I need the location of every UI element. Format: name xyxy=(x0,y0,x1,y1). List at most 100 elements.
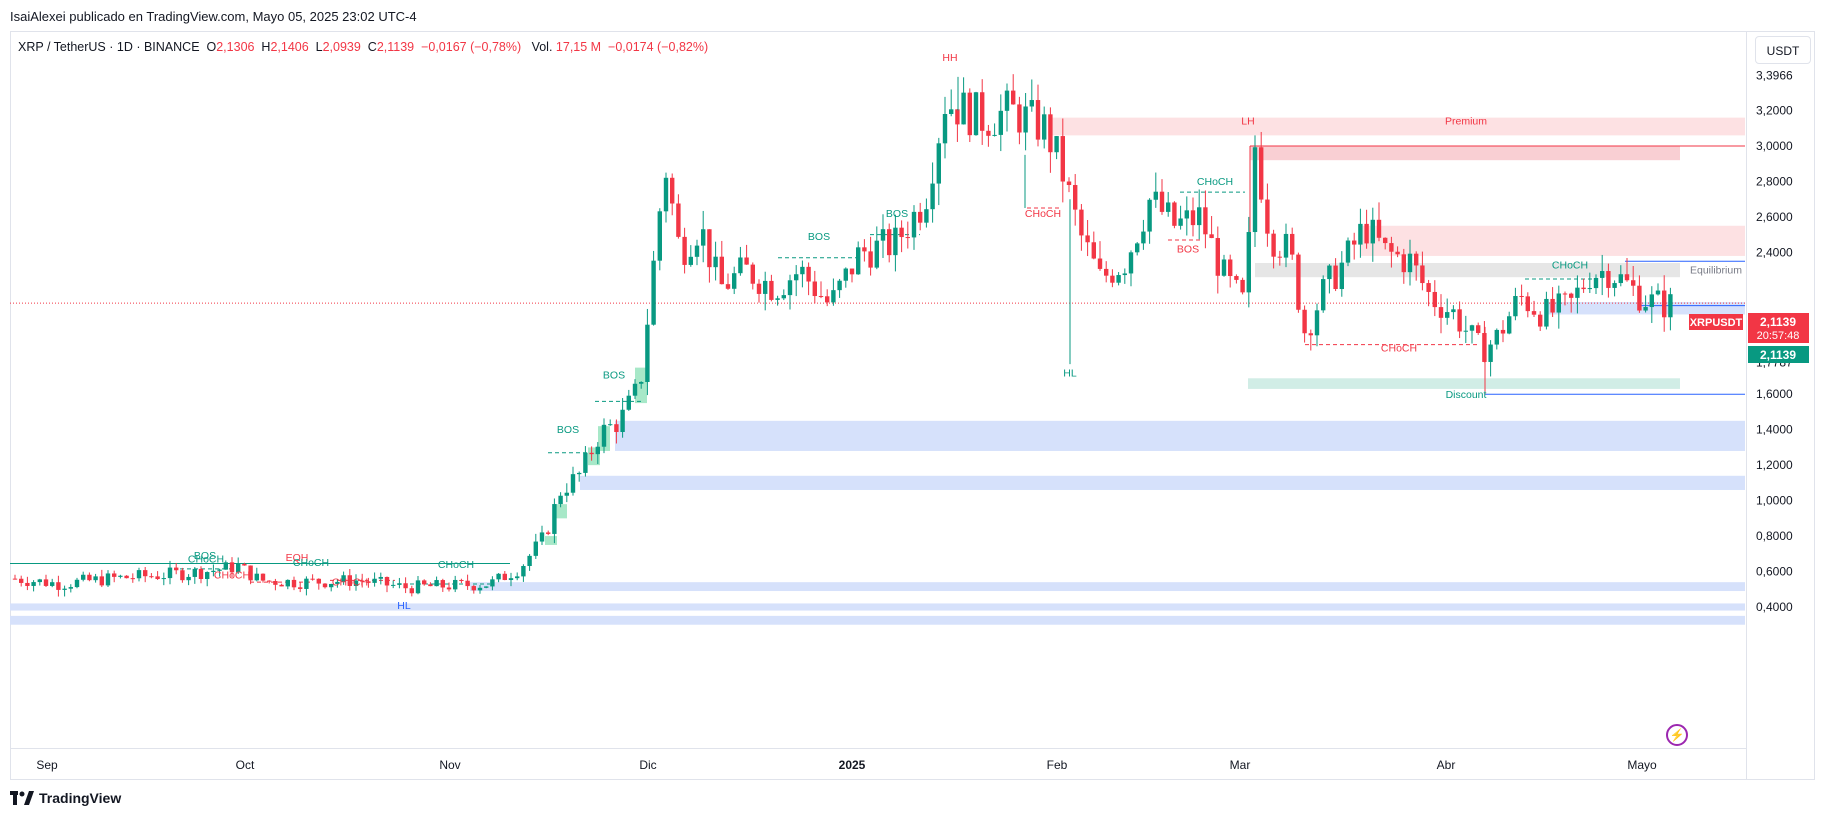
candle-body xyxy=(1482,333,1487,362)
candle-body xyxy=(1104,268,1109,276)
candle-body xyxy=(1339,262,1344,290)
annotation-labels: HH LH HL HL Premium Discount Equilibrium… xyxy=(188,52,1742,612)
time-tick: Nov xyxy=(439,758,460,772)
candle-body xyxy=(1029,100,1034,107)
candle-body xyxy=(663,177,669,212)
candle-body xyxy=(434,580,439,587)
candle-body xyxy=(37,579,42,583)
candle-body xyxy=(1668,294,1673,318)
candle-body xyxy=(713,256,718,268)
price-tick: 2,4000 xyxy=(1756,245,1793,259)
candle-body xyxy=(490,579,495,587)
candle-body xyxy=(477,587,483,591)
candle-body xyxy=(1166,202,1171,212)
candle-body xyxy=(267,580,272,582)
symbol-label[interactable]: XRP / TetherUS · 1D · BINANCE xyxy=(18,40,200,54)
candle-body xyxy=(1209,234,1214,239)
candle-body xyxy=(936,143,941,184)
candle-body xyxy=(769,280,774,300)
candle-body xyxy=(1420,265,1425,284)
lh-label: LH xyxy=(1241,116,1254,128)
countdown-badge: 20:57:48 xyxy=(1757,330,1800,342)
candle-body xyxy=(502,573,507,581)
candle-body xyxy=(149,576,154,578)
candle-body xyxy=(279,584,284,587)
low-label: L xyxy=(315,40,323,54)
candle-body xyxy=(781,295,786,299)
candle-body xyxy=(409,588,414,594)
candle-body xyxy=(12,578,18,580)
price-tick: 1,6000 xyxy=(1756,387,1793,401)
lightning-icon[interactable]: ⚡ xyxy=(1666,724,1688,746)
price-tick: 3,3966 xyxy=(1756,69,1793,83)
candle-body xyxy=(1494,329,1499,345)
candles-layer xyxy=(12,74,1673,597)
candle-body xyxy=(961,92,966,125)
candle-body xyxy=(1445,312,1450,318)
candle-body xyxy=(87,574,92,581)
candle-body xyxy=(942,114,948,144)
candle-body xyxy=(50,582,55,586)
candle-body xyxy=(1606,271,1611,288)
candle-body xyxy=(136,570,142,579)
change-value: −0,0167 (−0,78%) xyxy=(421,40,522,54)
tradingview-logo[interactable]: TradingView xyxy=(10,790,121,806)
demand-zone-3 xyxy=(470,582,1745,592)
candle-body xyxy=(1122,273,1127,276)
time-tick: Feb xyxy=(1047,758,1068,772)
candle-body xyxy=(539,532,545,542)
candle-body xyxy=(1643,307,1648,311)
candle-body xyxy=(552,504,557,534)
candle-body xyxy=(794,274,799,281)
candle-body xyxy=(192,568,197,577)
candle-body xyxy=(1624,274,1630,281)
candle-body xyxy=(1513,296,1518,317)
candle-body xyxy=(298,587,303,589)
candle-body xyxy=(1004,90,1010,111)
candle-body xyxy=(161,578,166,580)
candle-body xyxy=(25,582,30,586)
candle-body xyxy=(1271,233,1276,257)
candle-body xyxy=(1042,114,1047,140)
candle-body xyxy=(403,583,408,589)
candle-body xyxy=(180,570,185,581)
candle-body xyxy=(415,580,421,594)
candle-body xyxy=(1352,240,1357,245)
candle-body xyxy=(862,247,867,252)
candle-body xyxy=(1221,259,1227,276)
candle-body xyxy=(391,584,396,586)
candle-body xyxy=(1190,210,1196,226)
candle-body xyxy=(1135,243,1140,253)
candle-body xyxy=(81,574,86,580)
candle-body xyxy=(1035,100,1041,140)
candle-body xyxy=(868,251,873,268)
candle-body xyxy=(1581,287,1586,290)
price-tick: 1,4000 xyxy=(1756,423,1793,437)
candle-body xyxy=(1128,252,1134,274)
price-badge-2: 2,1139 xyxy=(1760,348,1796,362)
candle-body xyxy=(1637,285,1642,311)
candle-body xyxy=(527,555,532,566)
candle-body xyxy=(316,578,321,584)
candle-body xyxy=(930,183,935,210)
time-axis[interactable]: Sep Oct Nov Dic 2025 Feb Mar Abr Mayo xyxy=(36,758,1657,772)
choch-label: CHoCH xyxy=(1381,343,1417,355)
candle-body xyxy=(1172,202,1177,226)
candle-body xyxy=(657,211,662,261)
candle-body xyxy=(1662,290,1667,318)
candle-body xyxy=(701,229,706,246)
candle-body xyxy=(1600,271,1605,278)
candle-body xyxy=(800,266,805,275)
candle-body xyxy=(1556,293,1561,313)
eqh-label: EQH xyxy=(286,552,309,564)
candle-body xyxy=(1321,279,1326,311)
candle-body xyxy=(378,576,383,579)
currency-button[interactable]: USDT xyxy=(1755,36,1811,64)
candle-body xyxy=(856,247,861,275)
candle-body xyxy=(626,395,631,410)
volume-change: −0,0174 (−0,82%) xyxy=(608,40,709,54)
candle-body xyxy=(812,281,817,297)
candle-body xyxy=(372,578,377,583)
discount-zone xyxy=(1248,378,1680,389)
